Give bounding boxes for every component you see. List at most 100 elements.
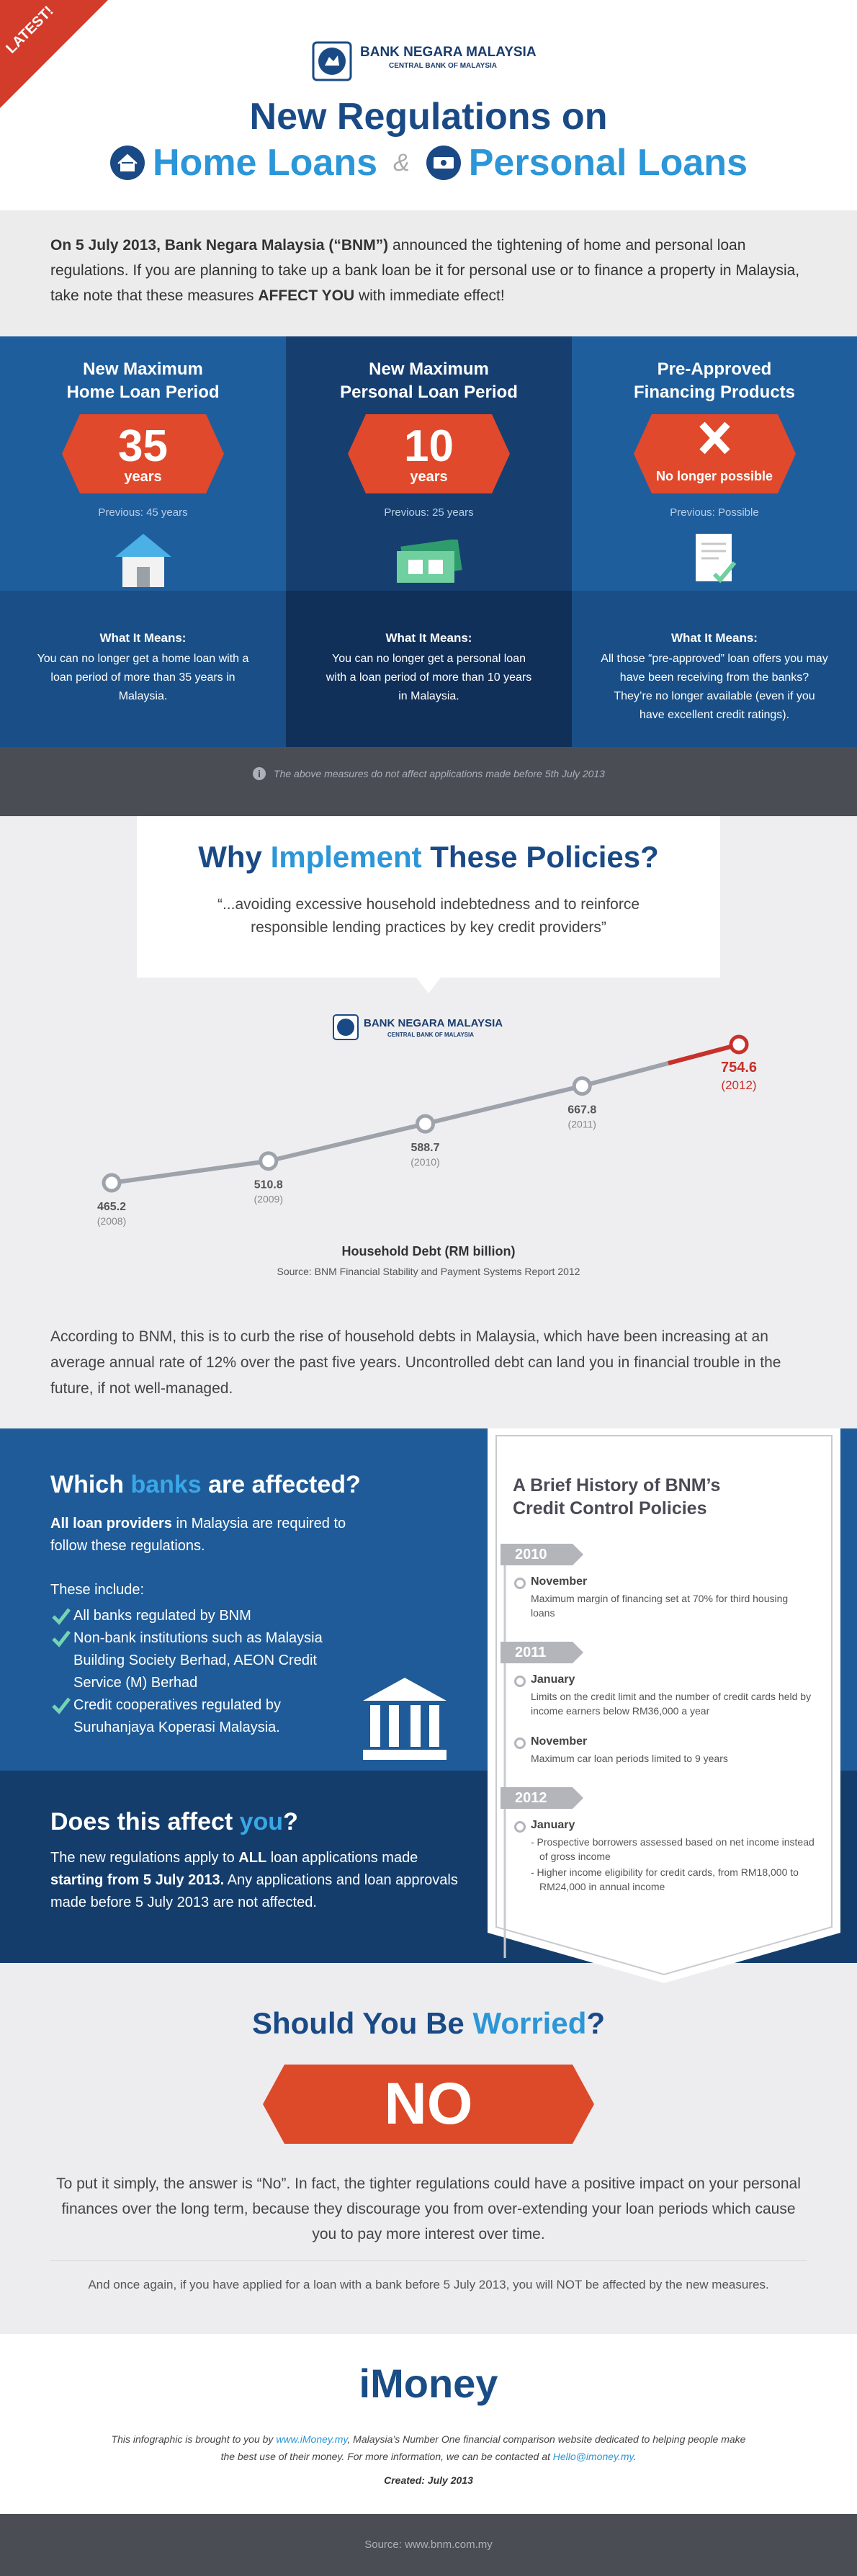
banks-intro-span: in Malaysia are required to follow these… [50,1516,346,1554]
note-text: The above measures do not affect applica… [274,768,605,779]
debt-year-label: (2010) [410,1156,439,1168]
affect-title-part: you [239,1808,284,1835]
affect-bold: ALL [238,1850,267,1866]
affect-text: The new regulations apply to ALL loan ap… [50,1847,461,1914]
footer-span: . [633,2451,637,2462]
worried-text: To put it simply, the answer is “No”. In… [56,2175,801,2242]
measure-value: 10 [404,421,454,471]
why-title-part: Why [198,840,271,874]
banks-title-part: Which [50,1471,131,1498]
logo-icon [312,41,352,81]
banks-item-text: Credit cooperatives regulated by Suruhan… [73,1697,281,1735]
debt-point [416,1114,435,1134]
measure-title-line: New Maximum [369,359,489,379]
year-label: 2010 [515,1547,547,1562]
chart-title: Household Debt (RM billion) [342,1244,516,1258]
measure-title-line: Pre-Approved [657,359,772,379]
worried-title: Should You Be Worried? [0,2006,857,2041]
measure-column: New Maximum Home Loan Period 35 years Pre… [0,336,286,747]
debt-point [102,1173,122,1193]
entry-text: Maximum car loan periods limited to 9 ye… [531,1753,728,1764]
check [52,1697,71,1714]
banks-intro: All loan providers in Malaysia are requi… [50,1513,353,1557]
why-title-part: These Policies? [421,840,659,874]
footer-link[interactable]: Hello@imoney.my [552,2451,634,2462]
hexagon [634,414,796,493]
separator [50,2260,807,2261]
bank-icon [363,1678,447,1760]
measure-title-line: New Maximum [83,359,203,379]
affect-title-part: Does this affect [50,1808,240,1835]
debt-value-label: 667.8 [567,1104,596,1117]
hexagon [348,414,510,493]
no-answer: NO [384,2071,473,2137]
entry-month: January [531,1819,575,1831]
why-title: Why Implement These Policies? [0,840,857,875]
source-bar [0,2514,857,2576]
imoney-logo: iMoney [359,2361,498,2406]
banks-intro-bold: All loan providers [50,1516,172,1531]
history-title-line: Credit Control Policies [513,1498,707,1519]
year-tab [501,1642,583,1663]
measure-title: New Maximum Personal Loan Period [286,358,572,404]
measure-value: 35 [118,421,168,471]
debt-chart: 465.2 (2008) 510.8 (2009) 588.7 (2010) 667.8 (2… [97,1034,757,1277]
affect-title-part: ? [283,1808,298,1835]
banks-title-part: are affected? [201,1471,361,1498]
logo-sub: CENTRAL BANK OF MALAYSIA [389,62,498,70]
year-label: 2012 [515,1790,547,1806]
means-title: What It Means: [671,631,758,645]
year-label: 2011 [515,1645,547,1660]
personal-icon [426,146,461,180]
history-title: A Brief History of BNM’s Credit Control P… [513,1474,720,1520]
entry-month: November [531,1575,588,1588]
entry-dot [514,1821,526,1833]
title-line1: New Regulations on [249,96,608,138]
means-title: What It Means: [99,631,187,645]
no-hexagon [263,2065,594,2144]
entry-dot [514,1578,526,1589]
banks-item-text: Non-bank institutions such as Malaysia B… [73,1630,323,1691]
means-title: What It Means: [385,631,472,645]
debt-value-label: 465.2 [97,1201,126,1213]
affect-bold: starting from 5 July 2013. [50,1872,225,1888]
logo-name: BANK NEGARA MALAYSIA [360,45,537,60]
measure-unit: years [124,469,162,485]
chart-logo-icon [333,1014,359,1040]
worried-note: And once again, if you have applied for … [88,2278,769,2291]
measure-title-line: Financing Products [633,383,795,402]
worried-title-part: Worried [472,2006,587,2040]
debt-point [259,1151,279,1171]
note-bar [0,747,857,816]
history-title-line: A Brief History of BNM’s [513,1475,721,1495]
means-panel: What It Means: All those “pre-approved” … [572,591,857,747]
debt-point [729,1034,749,1055]
worried-title-part: Should You Be [251,2006,473,2040]
footer-link[interactable]: www.iMoney.my [276,2433,348,2445]
debt-year-label: (2009) [254,1194,283,1205]
banks-item: Non-bank institutions such as Malaysia B… [50,1627,360,1694]
banks-list: All banks regulated by BNM Non-bank inst… [50,1605,360,1739]
debt-year-label: (2008) [97,1215,126,1227]
why-title-part: Implement [270,840,422,874]
debt-year-label: (2012) [721,1078,756,1092]
personal-loans: Personal Loans [468,142,748,184]
measure-unit: No longer possible [655,469,773,483]
entry-dot [514,1676,526,1687]
means-text: You can no longer get a personal loan wi… [326,653,532,702]
source: Source: www.bnm.com.my [364,2539,493,2551]
footer-text: This infographic is brought to you by ww… [108,2430,749,2465]
measure-previous: Previous: 45 years [98,506,188,519]
intro-text: On 5 July 2013, Bank Negara Malaysia (“B… [50,233,810,308]
debt-value-label: 588.7 [410,1142,439,1154]
year-tab [501,1544,583,1565]
entry-text: Maximum margin of financing set at 70% f… [531,1593,789,1619]
why-quote: “...avoiding excessive household indebte… [217,896,640,936]
money-icon [397,540,462,583]
worried-title-part: ? [586,2006,606,2040]
title-line2: Home Loans & Personal Loans [0,141,857,184]
means-text: You can no longer get a home loan with a… [37,653,249,702]
info-icon [253,767,266,780]
entry-text: - Prospective borrowers assessed based o… [531,1836,815,1862]
